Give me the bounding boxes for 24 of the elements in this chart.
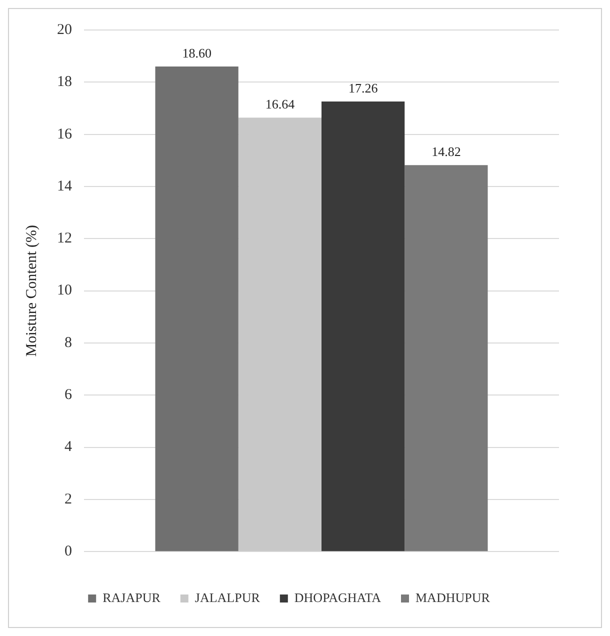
- y-tick-label: 6: [64, 387, 72, 404]
- legend-label: DHOPAGHATA: [294, 590, 382, 605]
- legend-label: RAJAPUR: [102, 590, 161, 605]
- bar: [404, 165, 488, 552]
- y-tick-label: 20: [57, 22, 72, 38]
- bar: [238, 118, 322, 552]
- legend-label: MADHUPUR: [416, 590, 490, 605]
- y-tick-label: 16: [57, 126, 72, 142]
- data-label: 16.64: [265, 96, 296, 112]
- data-label: 18.60: [182, 45, 212, 60]
- y-tick-label: 12: [57, 230, 72, 247]
- y-tick-label: 14: [57, 178, 72, 194]
- y-tick-label: 4: [64, 439, 72, 456]
- y-tick-label: 2: [64, 491, 72, 508]
- y-tick-label: 0: [64, 544, 72, 560]
- y-axis-title: Moisture Content (%): [24, 224, 40, 357]
- data-label: 17.26: [348, 80, 378, 96]
- bar: [155, 66, 238, 552]
- data-label: 14.82: [432, 144, 461, 160]
- legend-label: JALALPUR: [194, 590, 260, 605]
- bar: [322, 101, 405, 552]
- y-tick-label: 18: [57, 74, 72, 90]
- y-tick-label: 10: [57, 282, 72, 299]
- y-tick-label: 8: [64, 334, 72, 351]
